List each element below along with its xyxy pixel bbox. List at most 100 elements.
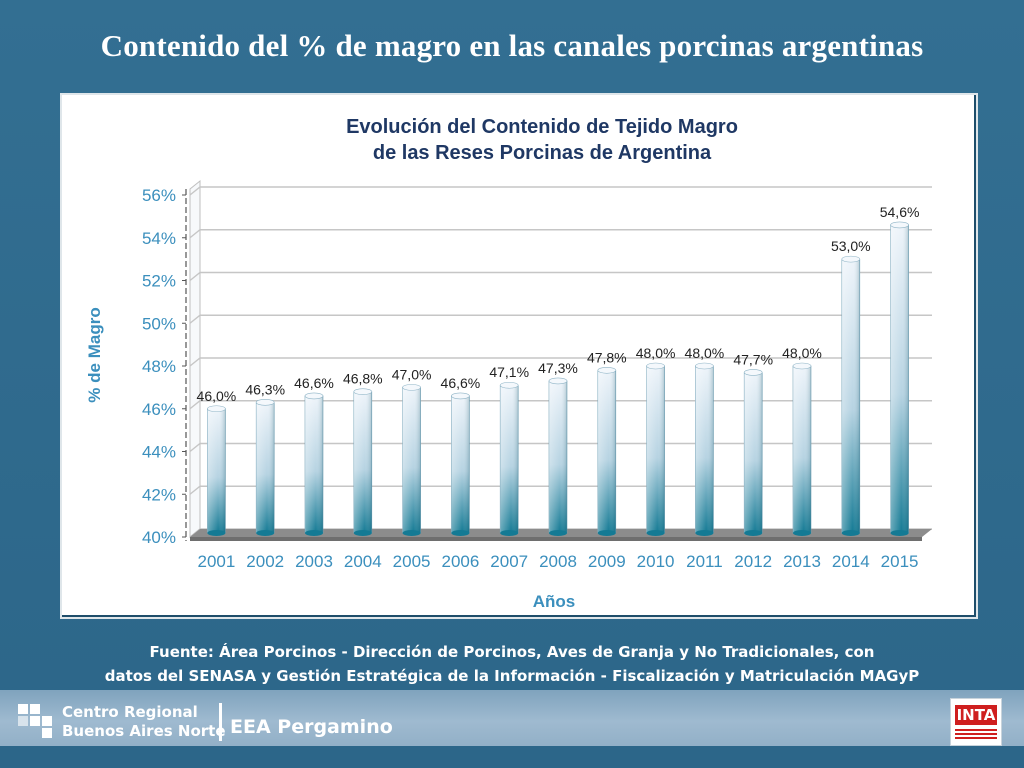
x-tick-label: 2009: [588, 552, 626, 571]
value-label: 46,0%: [197, 388, 237, 404]
chart-title-line1: Evolución del Contenido de Tejido Magro: [346, 116, 738, 138]
x-tick-label: 2005: [393, 552, 431, 571]
centro-regional-text: Centro Regional Buenos Aires Norte: [62, 703, 226, 741]
bar-shade: [744, 372, 763, 533]
eea-pergamino-label: EEA Pergamino: [230, 716, 393, 738]
bar-cap: [646, 362, 665, 370]
source-note: Fuente: Área Porcinos - Dirección de Por…: [0, 640, 1024, 688]
bar-base: [841, 530, 860, 536]
y-tick-label: 40%: [142, 528, 176, 547]
slide-title: Contenido del % de magro en las canales …: [100, 28, 924, 63]
bar-shade: [256, 402, 275, 533]
bar-base: [500, 530, 519, 536]
y-tick-label: 50%: [142, 314, 176, 333]
footer-bottom-strip: [0, 746, 1024, 768]
bar-shade: [207, 408, 226, 533]
bar-cap: [792, 362, 812, 370]
gridline: [189, 400, 932, 410]
gridline: [189, 314, 932, 324]
bar-shade: [500, 385, 519, 533]
bar-shade: [695, 366, 714, 533]
bar-base: [256, 530, 275, 536]
gridline: [189, 485, 932, 495]
bar-shade: [646, 366, 665, 533]
bar-cap: [255, 399, 275, 406]
bar-shade: [841, 259, 860, 533]
value-label: 47,8%: [587, 349, 627, 365]
bar-shade: [793, 366, 811, 533]
y-tick-label: 44%: [142, 443, 176, 462]
bar-shade: [353, 391, 372, 533]
x-tick-label: 2012: [734, 552, 772, 571]
gridline: [189, 442, 932, 453]
bar-cap: [499, 381, 519, 389]
y-tick-label: 42%: [142, 485, 176, 504]
gridline: [189, 271, 932, 282]
footer-divider: [219, 703, 222, 741]
x-tick-label: 2014: [832, 552, 870, 571]
inta-logo-text: INTA: [955, 705, 997, 725]
y-tick-label: 56%: [142, 186, 176, 205]
gridline: [189, 357, 932, 367]
bar-base: [549, 530, 567, 536]
value-label: 48,0%: [782, 345, 822, 361]
bar-base: [402, 530, 421, 536]
x-tick-label: 2013: [783, 552, 821, 571]
y-tick-label: 52%: [142, 272, 176, 291]
bar-cap: [207, 405, 226, 413]
value-label: 54,6%: [880, 204, 920, 220]
y-tick-label: 54%: [142, 229, 176, 248]
bar-cap: [890, 221, 909, 229]
bar-base: [305, 530, 323, 536]
source-line-2: datos del SENASA y Gestión Estratégica d…: [104, 667, 920, 685]
bar-cap: [597, 366, 617, 374]
bar-shade: [549, 380, 567, 533]
bar-base: [793, 530, 811, 536]
chart-floor-edge: [190, 537, 922, 541]
x-tick-label: 2011: [686, 552, 723, 571]
value-label: 46,6%: [441, 375, 481, 391]
bar-base: [646, 530, 665, 536]
bar-base: [744, 530, 763, 536]
value-label: 48,0%: [636, 345, 676, 361]
x-tick-label: 2001: [197, 552, 235, 571]
centro-regional-line2: Buenos Aires Norte: [62, 722, 226, 740]
bar-base: [597, 530, 616, 536]
gridline: [189, 186, 932, 196]
value-label: 48,0%: [685, 345, 725, 361]
value-label: 46,6%: [294, 375, 334, 391]
bar-cap: [451, 392, 470, 400]
bar-shade: [402, 387, 421, 533]
centro-regional-line1: Centro Regional: [62, 703, 198, 721]
y-axis-label: % de Magro: [85, 307, 104, 402]
centro-regional-logo-icon: [18, 704, 52, 738]
x-tick-label: 2015: [881, 552, 919, 571]
value-label: 47,1%: [489, 364, 529, 380]
x-tick-label: 2007: [490, 552, 528, 571]
x-tick-label: 2002: [246, 552, 284, 571]
bar-shade: [890, 224, 909, 534]
value-label: 47,7%: [733, 351, 773, 367]
bar-base: [695, 530, 714, 536]
value-label: 46,3%: [245, 381, 285, 397]
bar-shade: [597, 370, 616, 533]
gridline: [189, 229, 932, 239]
bar-base: [207, 530, 226, 536]
bar-shade: [305, 395, 323, 533]
chart-frame: 40% 42% 44% 46% 48% 50% 52% 54% 56% 46,0% 2001 46,3…: [60, 93, 978, 619]
chart-title-line2: de las Reses Porcinas de Argentina: [373, 142, 712, 164]
x-tick-label: 2004: [344, 552, 382, 571]
bar-base: [890, 530, 909, 536]
lean-content-bar-chart: 40% 42% 44% 46% 48% 50% 52% 54% 56% 46,0% 2001 46,3…: [85, 116, 932, 611]
x-tick-label: 2010: [637, 552, 675, 571]
value-label: 47,0%: [392, 366, 432, 382]
y-tick-label: 46%: [142, 400, 176, 419]
bar-cap: [841, 255, 861, 263]
y-tick-label: 48%: [142, 357, 176, 376]
bar-cap: [353, 388, 373, 395]
bar-cap: [743, 369, 763, 376]
bar-cap: [695, 362, 714, 370]
bar-shade: [451, 395, 470, 533]
bar-cap: [402, 384, 421, 391]
value-label: 47,3%: [538, 360, 578, 376]
